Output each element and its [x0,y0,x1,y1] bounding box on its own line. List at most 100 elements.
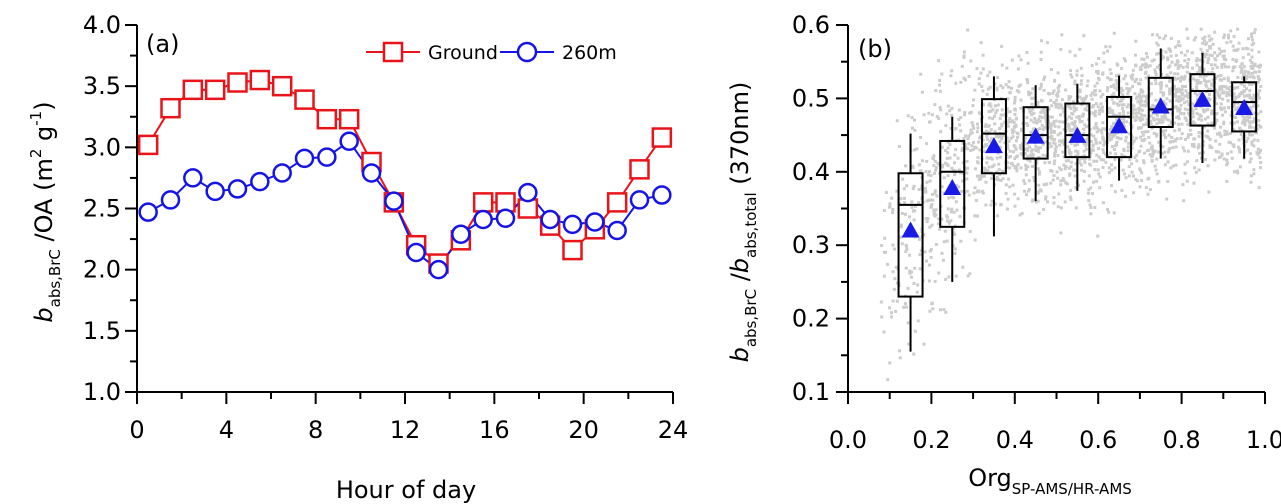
scatter-point [1191,120,1195,124]
scatter-point [989,104,993,108]
scatter-point [1238,126,1242,130]
scatter-point [1207,190,1211,194]
scatter-point [1208,38,1212,42]
scatter-point [1000,63,1004,67]
scatter-point [1229,150,1233,154]
scatter-point [910,116,914,120]
scatter-point [891,299,895,303]
scatter-point [1241,56,1245,60]
scatter-point [1085,137,1089,141]
scatter-point [1175,115,1179,119]
scatter-point [1059,179,1063,183]
scatter-point [1110,184,1114,188]
scatter-point [1250,48,1254,52]
data-point-260m [562,214,583,235]
scatter-point [990,199,994,203]
scatter-point [1030,149,1034,153]
scatter-point [1078,88,1082,92]
scatter-point [1082,127,1086,131]
scatter-point [977,178,981,182]
scatter-point [1173,92,1177,96]
scatter-point [927,111,931,115]
scatter-point [1069,154,1073,158]
scatter-point [1101,137,1105,141]
scatter-point [1203,109,1207,113]
scatter-point [948,143,952,147]
scatter-point [1070,75,1074,79]
scatter-point [1188,128,1192,132]
scatter-point [1214,76,1218,80]
scatter-point [1238,165,1242,169]
box-mean-marker [1026,127,1045,144]
scatter-point [1037,211,1041,215]
scatter-point [929,255,933,259]
scatter-point [1240,121,1244,125]
scatter-point [1134,136,1138,140]
scatter-point [1101,121,1105,125]
scatter-point [998,145,1002,149]
scatter-point [1044,154,1048,158]
scatter-point [900,242,904,246]
scatter-point [1141,114,1145,118]
scatter-point [1095,81,1099,85]
scatter-point [1078,120,1082,124]
scatter-point [1089,212,1093,216]
scatter-point [1090,63,1094,67]
scatter-point [1066,159,1070,163]
scatter-point [966,274,970,278]
scatter-point [1150,59,1154,63]
scatter-point [978,148,982,152]
scatter-point [998,155,1002,159]
scatter-point [1183,107,1187,111]
scatter-point [1234,107,1238,111]
scatter-point [1192,142,1196,146]
scatter-point [1125,86,1129,90]
scatter-point [944,277,948,281]
scatter-point [1026,148,1030,152]
scatter-point [1127,174,1131,178]
scatter-point [1025,121,1029,125]
scatter-point [1146,177,1150,181]
scatter-point [1030,156,1034,160]
scatter-point [1249,180,1253,184]
scatter-point [1093,114,1097,118]
scatter-point [1250,98,1254,102]
scatter-point [1108,77,1112,81]
scatter-point [1198,81,1202,85]
scatter-point [1240,62,1244,66]
scatter-point [933,159,937,163]
scatter-point [1131,73,1135,77]
data-point-ground [294,89,315,110]
scatter-point [1252,117,1256,121]
scatter-point [1130,142,1134,146]
scatter-point [1019,58,1023,62]
scatter-point [981,53,985,57]
scatter-point [978,174,982,178]
scatter-point [1222,84,1226,88]
scatter-point [1131,107,1135,111]
scatter-point [1193,137,1197,141]
scatter-point [1082,179,1086,183]
scatter-point [923,250,927,254]
scatter-point [1007,155,1011,159]
scatter-point [996,178,1000,182]
scatter-point [1062,110,1066,114]
scatter-point [972,141,976,145]
scatter-point [1035,158,1039,162]
scatter-point [1052,137,1056,141]
scatter-point [1177,64,1181,68]
scatter-point [1155,33,1159,37]
scatter-point [1062,155,1066,159]
scatter-point [1097,78,1101,82]
scatter-point [1097,108,1101,112]
scatter-point [1205,41,1209,45]
scatter-point [1232,121,1236,125]
panel-a-y-tick-label: 3.0 [83,133,121,161]
scatter-point [1157,118,1161,122]
scatter-point [1108,138,1112,142]
scatter-point [1036,104,1040,108]
panel-a-y-tick-label: 4.0 [83,11,121,39]
scatter-point [1065,182,1069,186]
scatter-point [1204,117,1208,121]
scatter-point [1185,27,1189,31]
